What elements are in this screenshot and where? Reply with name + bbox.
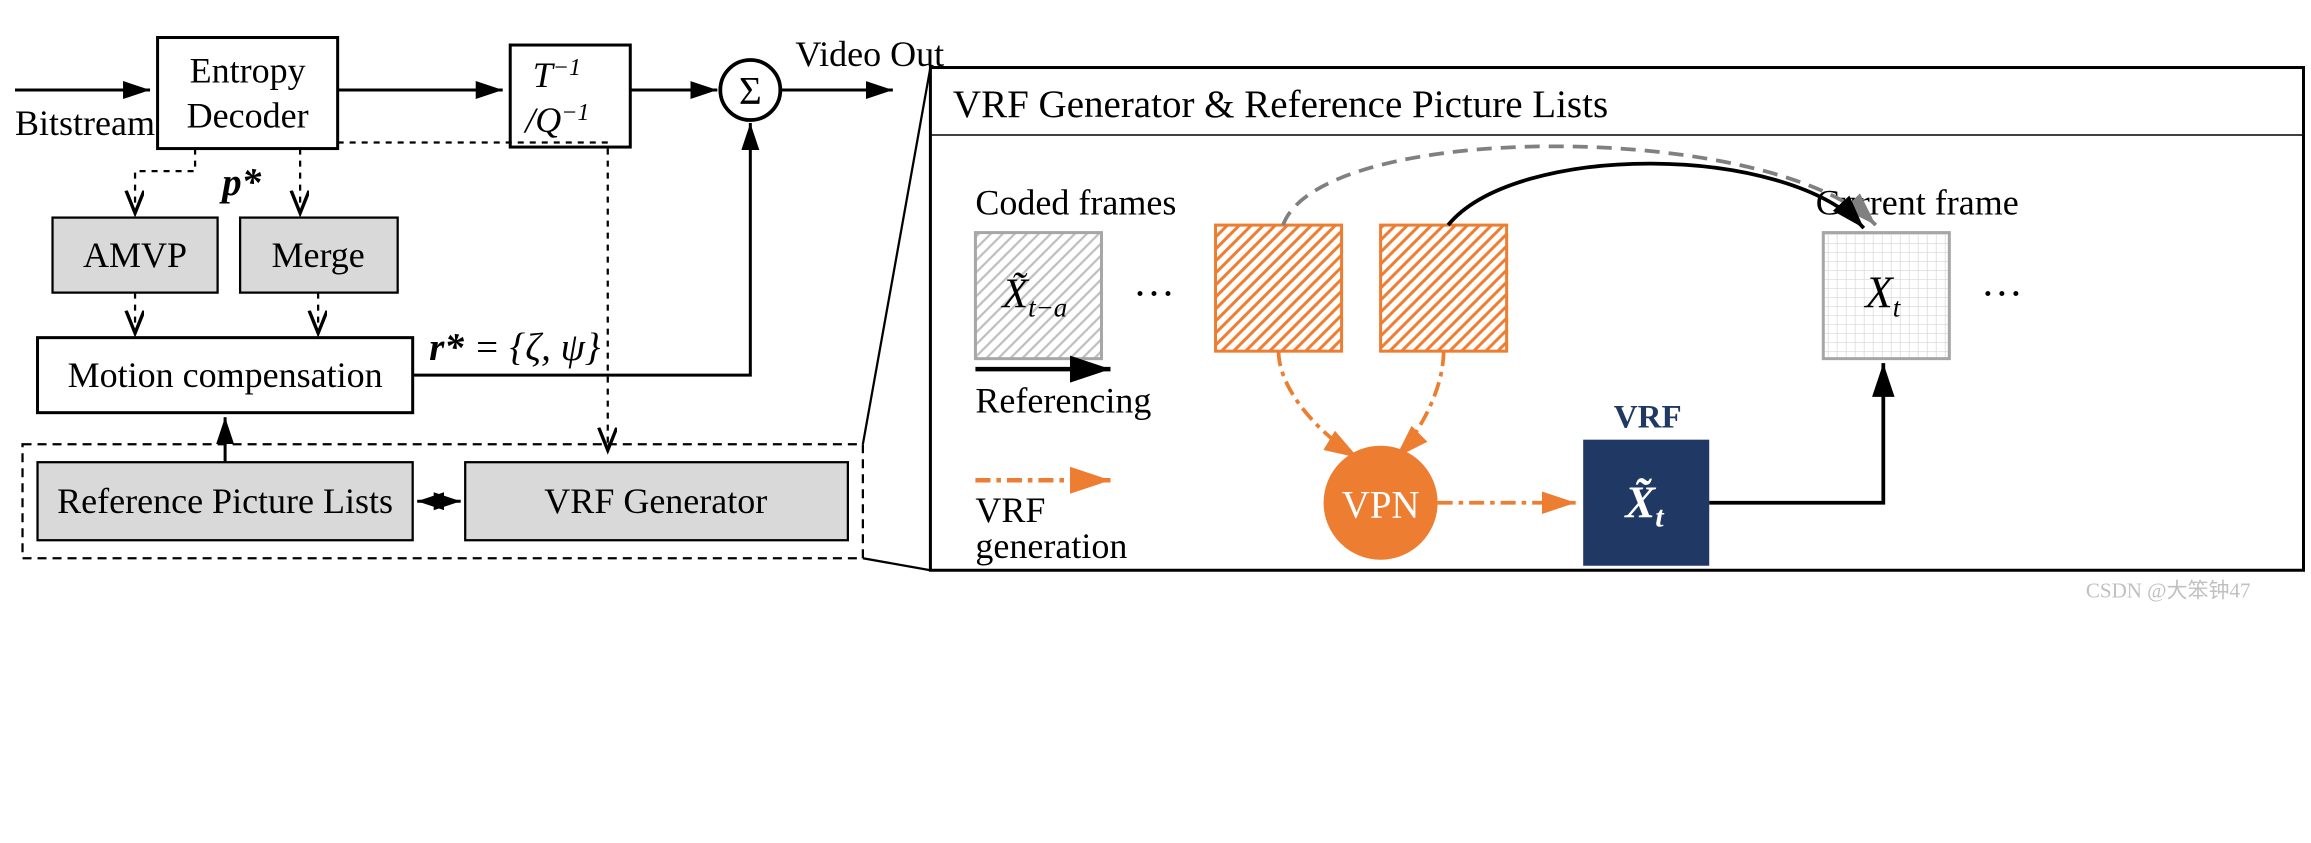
amvp-label: AMVP (83, 235, 187, 275)
vpn-label: VPN (1342, 484, 1420, 527)
vrf-label: VRF (1614, 400, 1682, 436)
dots-2: ··· (1981, 272, 2023, 318)
coded-frames-label: Coded frames (975, 183, 1176, 223)
ref-pic-label: Reference Picture Lists (57, 481, 393, 521)
watermark: CSDN @大笨钟47 (2086, 578, 2251, 602)
dots-1: ··· (1133, 272, 1175, 318)
vrf-gen-label: VRF Generator (544, 481, 767, 521)
entropy-to-amvp-dash (135, 149, 195, 214)
zoom-line-top (863, 68, 931, 445)
r-star-label: r* = {ζ, ψ} (429, 326, 601, 369)
entropy-decoder-l2: Decoder (187, 96, 309, 136)
diagram-root: Bitstream Entropy Decoder T−1 /Q−1 Σ Vid… (0, 0, 2311, 840)
p-star-label: p* (219, 161, 262, 204)
entropy-decoder-l1: Entropy (190, 51, 306, 91)
video-out-label: Video Out (795, 34, 944, 74)
orange-box-1 (1216, 225, 1342, 351)
vrfgen-label-l2: generation (975, 526, 1127, 566)
zoom-line-bottom (863, 558, 931, 570)
right-panel-title: VRF Generator & Reference Picture Lists (953, 83, 1608, 126)
sigma-symbol: Σ (739, 70, 762, 113)
merge-label: Merge (271, 235, 364, 275)
vrfgen-label-l1: VRF (975, 490, 1045, 530)
motion-comp-label: Motion compensation (68, 355, 383, 395)
referencing-label: Referencing (975, 381, 1151, 421)
orange-box-2 (1381, 225, 1507, 351)
bitstream-label: Bitstream (15, 103, 155, 143)
current-frame-label: Current frame (1816, 183, 2019, 223)
